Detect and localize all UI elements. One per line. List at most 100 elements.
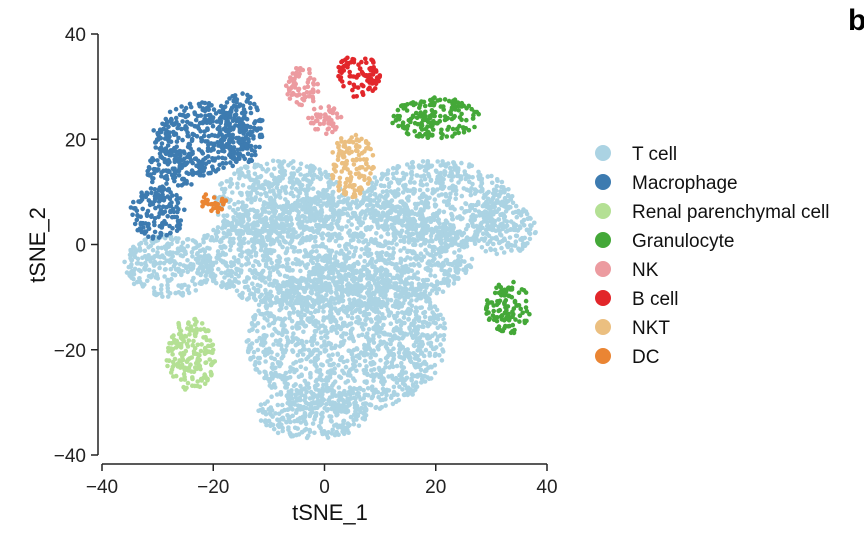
- data-point: [278, 303, 283, 308]
- data-point: [363, 346, 369, 352]
- data-point: [258, 283, 263, 289]
- data-point: [379, 171, 385, 177]
- data-point: [453, 234, 459, 239]
- data-point: [372, 192, 377, 197]
- data-point: [146, 267, 152, 273]
- data-point: [391, 313, 397, 319]
- data-point: [356, 277, 362, 283]
- data-point: [424, 320, 429, 326]
- data-point: [334, 422, 339, 428]
- data-point: [411, 383, 416, 389]
- data-point: [420, 159, 426, 164]
- data-point: [169, 276, 174, 282]
- data-point: [349, 222, 355, 227]
- data-point: [227, 205, 232, 210]
- data-point: [300, 198, 306, 203]
- data-point: [460, 244, 466, 249]
- data-point: [334, 203, 339, 209]
- data-point: [432, 197, 438, 202]
- data-point: [250, 281, 255, 287]
- data-point: [443, 191, 449, 197]
- data-point: [254, 213, 259, 218]
- data-point: [180, 240, 186, 246]
- data-point: [330, 324, 336, 330]
- data-point: [299, 260, 305, 265]
- data-point: [351, 275, 357, 281]
- data-point: [419, 350, 425, 356]
- data-point: [227, 231, 233, 237]
- data-point: [306, 197, 312, 203]
- data-point: [320, 269, 325, 275]
- data-point: [354, 216, 360, 222]
- data-point: [394, 380, 400, 385]
- data-point: [362, 295, 367, 300]
- data-point: [165, 285, 171, 291]
- data-point: [510, 200, 516, 206]
- data-point: [477, 228, 483, 233]
- data-point: [351, 395, 357, 401]
- data-point: [312, 328, 318, 334]
- data-point: [403, 350, 408, 356]
- data-point: [492, 209, 497, 215]
- data-point: [294, 261, 299, 267]
- data-point: [295, 341, 301, 347]
- data-point: [285, 413, 290, 418]
- data-point: [313, 393, 319, 399]
- data-point: [401, 315, 407, 320]
- data-point: [331, 381, 336, 387]
- data-point: [299, 182, 305, 188]
- data-point: [264, 161, 270, 167]
- data-point: [222, 156, 228, 161]
- data-point: [368, 305, 373, 310]
- data-point: [189, 136, 195, 142]
- data-point: [400, 264, 405, 270]
- data-point: [381, 277, 387, 283]
- data-point: [222, 270, 228, 276]
- data-point: [325, 224, 331, 230]
- data-point: [399, 228, 405, 234]
- data-point: [207, 255, 213, 260]
- data-point: [274, 295, 279, 300]
- data-point: [151, 269, 157, 274]
- data-point: [439, 267, 444, 273]
- data-point: [412, 352, 418, 358]
- data-point: [143, 237, 148, 242]
- data-point: [276, 424, 282, 430]
- data-point: [251, 316, 257, 322]
- data-point: [238, 270, 244, 275]
- data-point: [399, 319, 404, 325]
- data-point: [232, 276, 238, 282]
- data-point: [478, 184, 484, 189]
- data-point: [349, 366, 355, 371]
- data-point: [306, 385, 312, 391]
- data-point: [179, 285, 184, 290]
- data-point: [415, 331, 420, 336]
- data-point: [383, 225, 388, 231]
- data-point: [425, 277, 431, 283]
- data-point: [527, 236, 533, 242]
- data-point: [256, 302, 262, 308]
- data-point: [228, 197, 233, 203]
- data-point: [265, 399, 270, 404]
- data-point: [316, 273, 322, 278]
- data-point: [384, 359, 390, 365]
- data-point: [275, 286, 281, 292]
- data-point: [418, 362, 423, 368]
- data-point: [433, 236, 439, 242]
- data-point: [334, 221, 339, 226]
- data-point: [297, 248, 303, 254]
- data-point: [383, 396, 388, 402]
- data-point: [246, 287, 252, 293]
- data-point: [236, 236, 242, 241]
- data-point: [288, 215, 293, 220]
- data-point: [336, 311, 341, 316]
- data-point: [304, 435, 310, 441]
- data-point: [380, 386, 386, 392]
- data-point: [328, 357, 333, 362]
- data-point: [155, 245, 161, 251]
- data-point: [330, 190, 336, 195]
- data-point: [316, 326, 321, 331]
- data-point: [385, 297, 391, 303]
- data-point: [186, 284, 191, 289]
- data-point: [288, 299, 294, 304]
